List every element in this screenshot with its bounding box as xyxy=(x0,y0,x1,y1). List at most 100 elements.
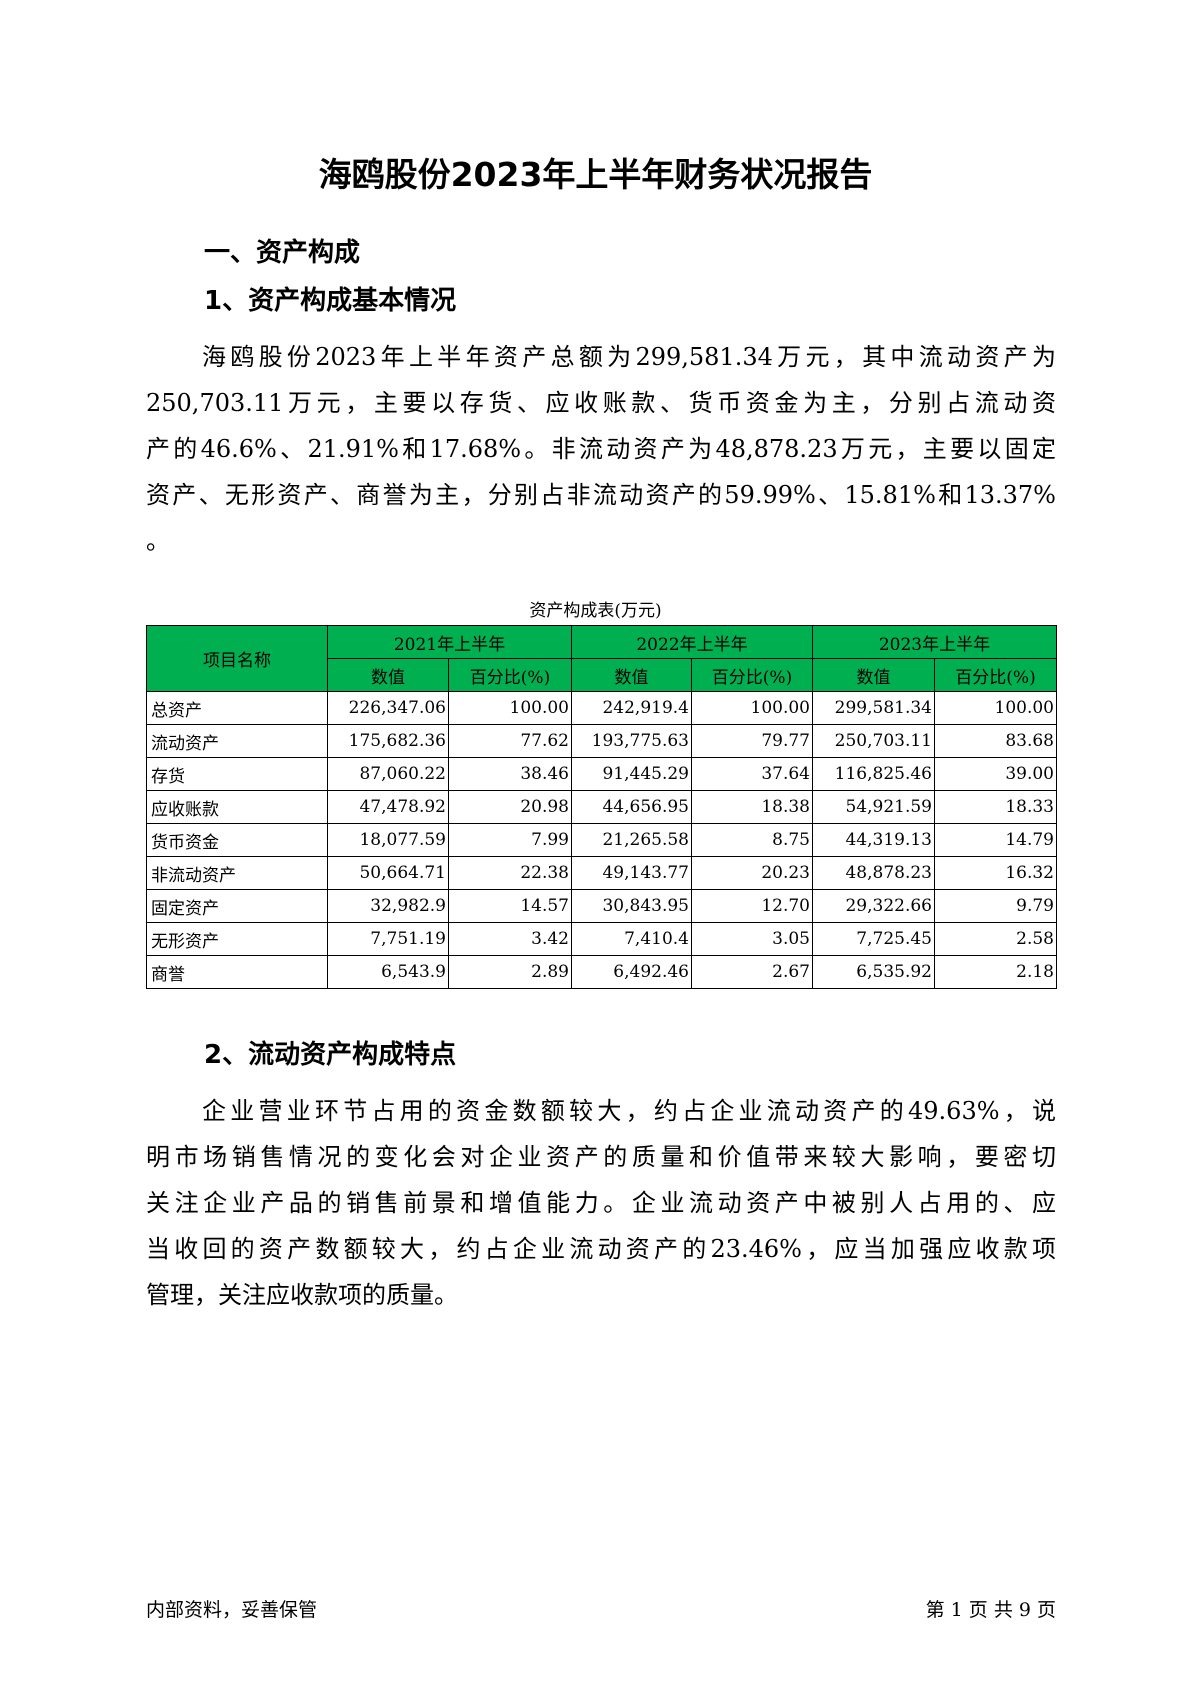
value-cell: 91,445.29 xyxy=(571,757,692,791)
value-cell: 50,664.71 xyxy=(327,856,449,890)
paragraph-line: 产的46.6%、21.91%和17.68%。非流动资产为48,878.23万元，… xyxy=(146,435,1056,463)
percent-cell: 79.77 xyxy=(691,724,813,758)
table-row: 非流动资产 50,664.71 22.38 49,143.77 20.23 48,878.… xyxy=(146,856,1057,890)
column-header-name: 项目名称 xyxy=(146,625,328,692)
footer-page-number: 第 1 页 共 9 页 xyxy=(925,1599,1056,1621)
column-header-value: 数值 xyxy=(571,658,692,692)
value-cell: 6,492.46 xyxy=(571,955,692,989)
paragraph-line: 250,703.11万元，主要以存货、应收账款、货币资金为主，分别占流动资 xyxy=(146,389,1056,417)
value-cell: 87,060.22 xyxy=(327,757,449,791)
value-cell: 49,143.77 xyxy=(571,856,692,890)
column-header-percent: 百分比(%) xyxy=(934,658,1057,692)
paragraph-line: 明市场销售情况的变化会对企业资产的质量和价值带来较大影响，要密切 xyxy=(146,1143,1056,1171)
table-row: 商誉 6,543.9 2.89 6,492.46 2.67 6,535.92 2.18 xyxy=(146,955,1057,989)
paragraph-line: 资产、无形资产、商誉为主，分别占非流动资产的59.99%、15.81%和13.3… xyxy=(146,481,1056,509)
percent-cell: 83.68 xyxy=(934,724,1057,758)
value-cell: 6,543.9 xyxy=(327,955,449,989)
percent-cell: 38.46 xyxy=(448,757,572,791)
value-cell: 299,581.34 xyxy=(812,691,935,725)
subsection-heading: 1、资产构成基本情况 xyxy=(204,286,457,316)
value-cell: 7,725.45 xyxy=(812,922,935,956)
column-header-percent: 百分比(%) xyxy=(448,658,572,692)
percent-cell: 22.38 xyxy=(448,856,572,890)
value-cell: 242,919.4 xyxy=(571,691,692,725)
percent-cell: 77.62 xyxy=(448,724,572,758)
value-cell: 7,410.4 xyxy=(571,922,692,956)
percent-cell: 14.57 xyxy=(448,889,572,923)
value-cell: 226,347.06 xyxy=(327,691,449,725)
percent-cell: 3.42 xyxy=(448,922,572,956)
paragraph-line: 当收回的资产数额较大，约占企业流动资产的23.46%，应当加强应收款项 xyxy=(146,1235,1056,1263)
value-cell: 47,478.92 xyxy=(327,790,449,824)
section-heading: 一、资产构成 xyxy=(204,238,361,268)
value-cell: 7,751.19 xyxy=(327,922,449,956)
percent-cell: 2.58 xyxy=(934,922,1057,956)
footer-confidential: 内部资料，妥善保管 xyxy=(146,1599,318,1621)
value-cell: 175,682.36 xyxy=(327,724,449,758)
value-cell: 18,077.59 xyxy=(327,823,449,857)
paragraph-line: 关注企业产品的销售前景和增值能力。企业流动资产中被别人占用的、应 xyxy=(146,1189,1056,1217)
value-cell: 32,982.9 xyxy=(327,889,449,923)
asset-composition-table: 项目名称 2021年上半年 2022年上半年 2023年上半年 数值 百分比(%)… xyxy=(146,625,1057,989)
percent-cell: 9.79 xyxy=(934,889,1057,923)
column-header-year: 2022年上半年 xyxy=(571,625,813,659)
percent-cell: 100.00 xyxy=(934,691,1057,725)
percent-cell: 100.00 xyxy=(691,691,813,725)
value-cell: 21,265.58 xyxy=(571,823,692,857)
page-title: 海鸥股份2023年上半年财务状况报告 xyxy=(318,155,873,194)
row-label: 总资产 xyxy=(146,691,328,725)
table-caption: 资产构成表(万元) xyxy=(529,601,662,621)
value-cell: 250,703.11 xyxy=(812,724,935,758)
percent-cell: 39.00 xyxy=(934,757,1057,791)
percent-cell: 7.99 xyxy=(448,823,572,857)
value-cell: 48,878.23 xyxy=(812,856,935,890)
percent-cell: 2.67 xyxy=(691,955,813,989)
row-label: 存货 xyxy=(146,757,328,791)
row-label: 应收账款 xyxy=(146,790,328,824)
column-header-year: 2021年上半年 xyxy=(327,625,572,659)
table-row: 总资产 226,347.06 100.00 242,919.4 100.00 299,58… xyxy=(146,691,1057,725)
column-header-year: 2023年上半年 xyxy=(812,625,1057,659)
value-cell: 29,322.66 xyxy=(812,889,935,923)
percent-cell: 3.05 xyxy=(691,922,813,956)
column-header-value: 数值 xyxy=(327,658,449,692)
paragraph-line: 海鸥股份2023年上半年资产总额为299,581.34万元，其中流动资产为 xyxy=(202,343,1056,371)
table-row: 流动资产 175,682.36 77.62 193,775.63 79.77 250,70… xyxy=(146,724,1057,758)
percent-cell: 2.89 xyxy=(448,955,572,989)
column-header-value: 数值 xyxy=(812,658,935,692)
value-cell: 44,656.95 xyxy=(571,790,692,824)
row-label: 货币资金 xyxy=(146,823,328,857)
table-row: 应收账款 47,478.92 20.98 44,656.95 18.38 54,921.5… xyxy=(146,790,1057,824)
percent-cell: 14.79 xyxy=(934,823,1057,857)
percent-cell: 20.23 xyxy=(691,856,813,890)
table-row: 无形资产 7,751.19 3.42 7,410.4 3.05 7,725.45 2.58 xyxy=(146,922,1057,956)
table-row: 存货 87,060.22 38.46 91,445.29 37.64 116,825.46… xyxy=(146,757,1057,791)
paragraph-asset-overview: 海鸥股份2023年上半年资产总额为299,581.34万元，其中流动资产为 250… xyxy=(146,334,1056,564)
paragraph-line: 。 xyxy=(146,527,170,555)
table-row: 固定资产 32,982.9 14.57 30,843.95 12.70 29,322.66… xyxy=(146,889,1057,923)
row-label: 流动资产 xyxy=(146,724,328,758)
percent-cell: 18.38 xyxy=(691,790,813,824)
percent-cell: 18.33 xyxy=(934,790,1057,824)
value-cell: 116,825.46 xyxy=(812,757,935,791)
paragraph-line: 企业营业环节占用的资金数额较大，约占企业流动资产的49.63%，说 xyxy=(202,1097,1056,1125)
percent-cell: 2.18 xyxy=(934,955,1057,989)
row-label: 无形资产 xyxy=(146,922,328,956)
row-label: 非流动资产 xyxy=(146,856,328,890)
row-label: 商誉 xyxy=(146,955,328,989)
paragraph-current-assets: 企业营业环节占用的资金数额较大，约占企业流动资产的49.63%，说明市场销售情况… xyxy=(146,1088,1056,1318)
percent-cell: 12.70 xyxy=(691,889,813,923)
row-label: 固定资产 xyxy=(146,889,328,923)
value-cell: 30,843.95 xyxy=(571,889,692,923)
subsection-heading: 2、流动资产构成特点 xyxy=(204,1040,457,1070)
percent-cell: 37.64 xyxy=(691,757,813,791)
value-cell: 193,775.63 xyxy=(571,724,692,758)
value-cell: 6,535.92 xyxy=(812,955,935,989)
percent-cell: 100.00 xyxy=(448,691,572,725)
value-cell: 44,319.13 xyxy=(812,823,935,857)
percent-cell: 16.32 xyxy=(934,856,1057,890)
column-header-percent: 百分比(%) xyxy=(691,658,813,692)
percent-cell: 20.98 xyxy=(448,790,572,824)
value-cell: 54,921.59 xyxy=(812,790,935,824)
paragraph-line: 管理，关注应收款项的质量。 xyxy=(146,1281,458,1309)
